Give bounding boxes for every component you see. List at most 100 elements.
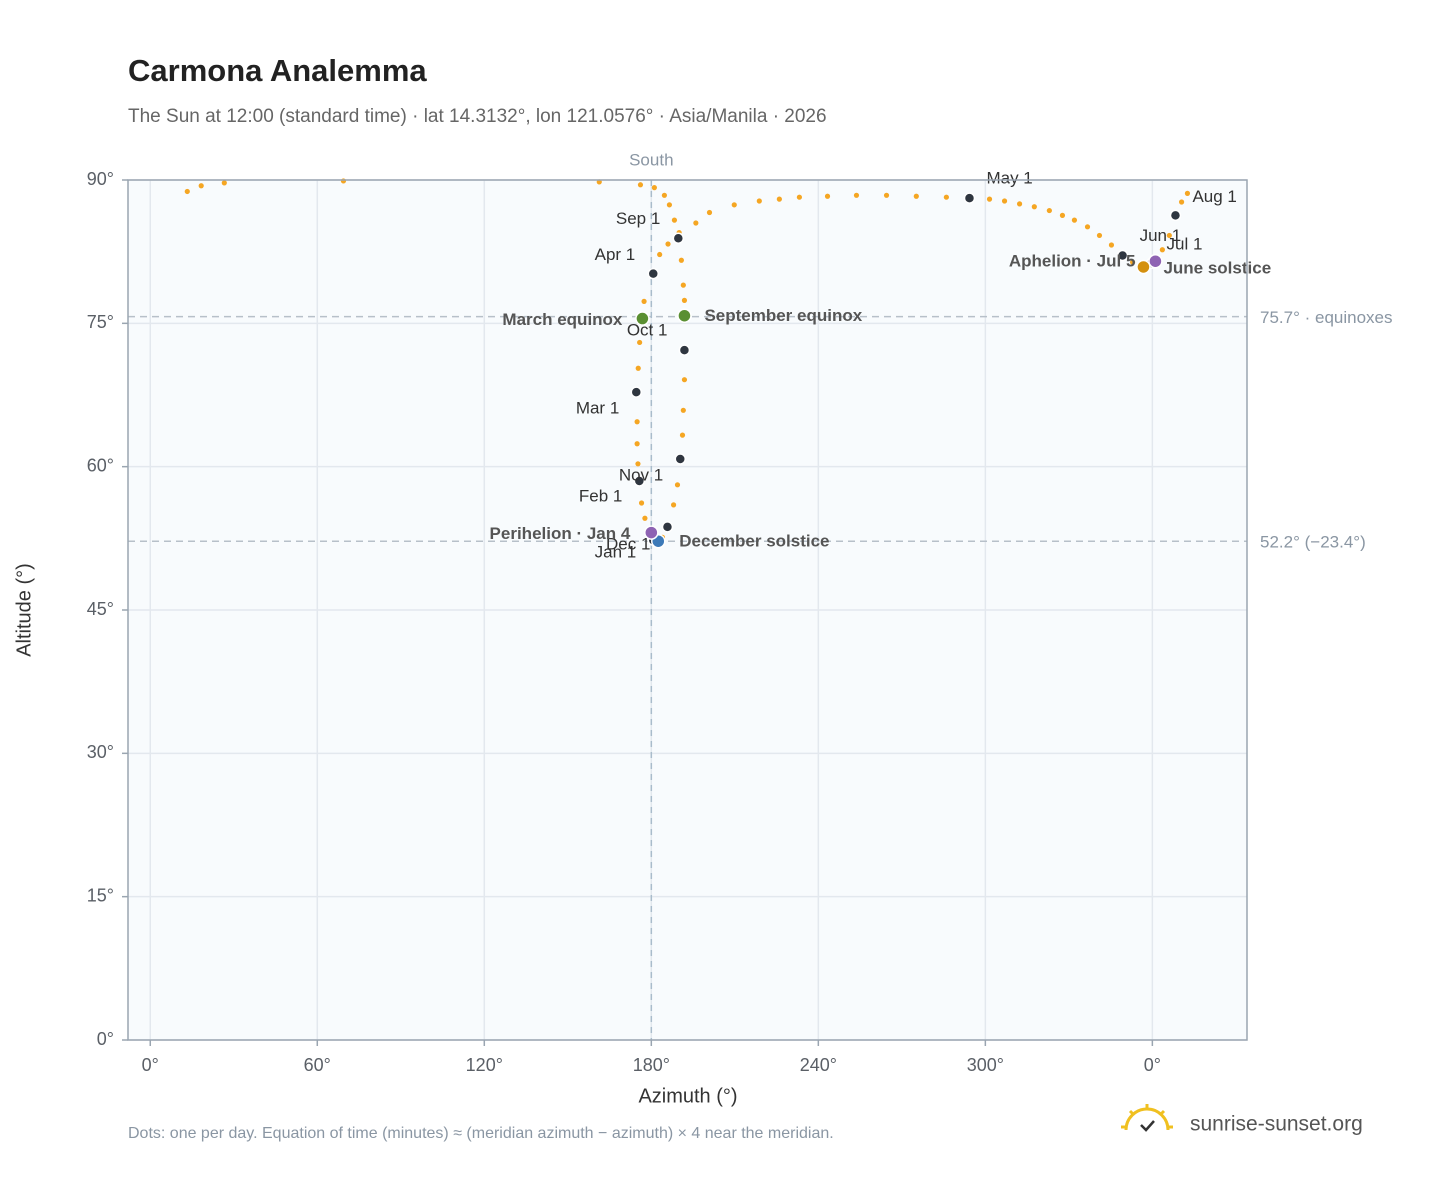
daily-dot xyxy=(1178,199,1185,205)
daily-dot xyxy=(634,441,640,447)
x-tick-label: 60° xyxy=(304,1055,331,1075)
y-tick-label: 15° xyxy=(87,885,114,905)
chart-title: Carmona Analemma xyxy=(128,53,427,88)
month-label: May 1 xyxy=(986,169,1032,188)
daily-dot xyxy=(661,192,667,198)
y-tick-label: 90° xyxy=(87,169,114,189)
month-label: Jul 1 xyxy=(1167,235,1203,254)
daily-dot xyxy=(731,202,737,208)
month-marker xyxy=(1116,249,1129,262)
daily-dot xyxy=(198,183,204,189)
daily-dot xyxy=(1184,190,1191,196)
x-tick-label: 300° xyxy=(967,1055,1004,1075)
daily-dot xyxy=(680,407,686,413)
daily-dot xyxy=(693,220,699,226)
daily-dot xyxy=(776,196,782,202)
daily-dot xyxy=(634,419,640,425)
daily-dot xyxy=(853,192,860,198)
daily-dot xyxy=(221,180,227,186)
x-axis-title: Azimuth (°) xyxy=(638,1085,737,1107)
month-marker xyxy=(678,344,691,356)
daily-dot xyxy=(642,515,648,521)
reference-label: 52.2° (−23.4°) xyxy=(1260,533,1366,552)
y-tick-label: 0° xyxy=(97,1029,114,1049)
daily-dot xyxy=(678,257,684,263)
event-label: March equinox xyxy=(502,310,623,329)
x-tick-label: 120° xyxy=(466,1055,503,1075)
y-tick-label: 30° xyxy=(87,742,114,762)
month-label: Nov 1 xyxy=(619,466,663,485)
x-tick-label: 0° xyxy=(1144,1055,1161,1075)
month-label: Feb 1 xyxy=(579,486,622,505)
daily-dot xyxy=(1046,207,1052,214)
x-tick-label: 180° xyxy=(633,1055,670,1075)
footnote: Dots: one per day. Equation of time (min… xyxy=(128,1125,834,1142)
event-label: Aphelion · Jul 5 xyxy=(1009,252,1136,271)
daily-dot xyxy=(681,377,688,383)
y-tick-label: 60° xyxy=(87,455,114,475)
daily-dot xyxy=(1159,247,1165,253)
daily-dot xyxy=(637,182,644,188)
month-marker xyxy=(674,453,687,465)
daily-dot xyxy=(1001,198,1008,204)
daily-dot xyxy=(638,500,645,506)
daily-dot xyxy=(657,251,663,258)
y-tick-label: 75° xyxy=(87,312,114,332)
daily-dot xyxy=(680,282,686,288)
month-label: Jan 1 xyxy=(595,543,637,562)
daily-dot xyxy=(670,502,677,508)
daily-dot xyxy=(986,196,993,202)
daily-dot xyxy=(635,461,641,467)
x-tick-label: 240° xyxy=(800,1055,837,1075)
y-tick-label: 45° xyxy=(87,599,114,619)
month-marker xyxy=(672,232,685,245)
daily-dot xyxy=(674,482,681,488)
daily-dot xyxy=(641,298,647,304)
daily-dot xyxy=(1084,224,1091,230)
daily-dot xyxy=(883,192,890,198)
daily-dot xyxy=(706,209,713,216)
event-marker xyxy=(1148,253,1163,269)
daily-dot xyxy=(1108,242,1115,248)
event-label: Perihelion · Jan 4 xyxy=(490,524,631,543)
chart-subtitle: The Sun at 12:00 (standard time) · lat 1… xyxy=(128,106,827,127)
y-axis-title: Altitude (°) xyxy=(13,563,35,657)
month-marker xyxy=(661,521,674,533)
daily-dot xyxy=(796,194,803,200)
month-label: Dec 1 xyxy=(606,534,650,553)
event-marker xyxy=(1136,259,1151,275)
daily-dot xyxy=(635,365,641,371)
daily-dot xyxy=(1166,232,1172,239)
event-marker xyxy=(677,308,692,323)
meridian-label: South xyxy=(629,150,673,169)
daily-dot xyxy=(1016,201,1023,207)
month-label: Mar 1 xyxy=(576,399,619,418)
daily-dot xyxy=(637,339,643,346)
daily-dot xyxy=(681,297,688,303)
event-label: December solstice xyxy=(679,532,829,551)
daily-dot xyxy=(665,241,671,247)
daily-dot xyxy=(824,193,831,199)
event-marker xyxy=(635,311,650,326)
daily-dot xyxy=(1071,217,1078,223)
reference-label: 75.7° · equinoxes xyxy=(1260,308,1393,327)
daily-dot xyxy=(1031,204,1037,210)
month-label: Jun 1 xyxy=(1140,226,1182,245)
daily-dot xyxy=(666,202,673,208)
month-marker xyxy=(963,192,976,204)
reference-lines xyxy=(128,180,1247,1040)
event-label: September equinox xyxy=(704,306,862,325)
month-label: Apr 1 xyxy=(595,245,636,264)
daily-dot xyxy=(756,198,762,204)
logo xyxy=(1121,1104,1173,1132)
daily-dot xyxy=(184,188,190,195)
daily-dot xyxy=(913,193,919,199)
event-label: June solstice xyxy=(1163,258,1271,277)
daily-dot xyxy=(671,217,678,223)
daily-dot xyxy=(340,178,347,184)
daily-dot xyxy=(1129,259,1136,265)
daily-dot xyxy=(1096,232,1103,239)
month-marker xyxy=(647,267,660,280)
